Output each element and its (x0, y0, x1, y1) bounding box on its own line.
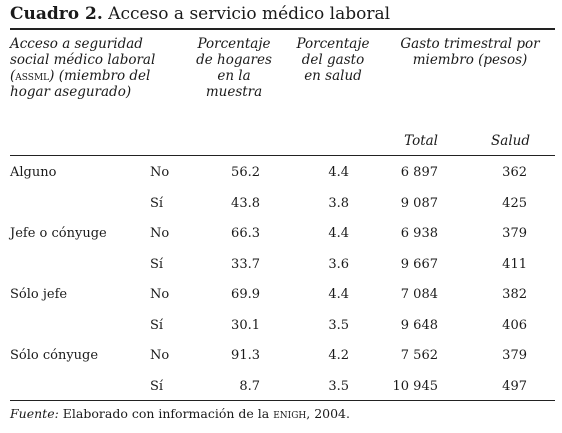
cell-pct-hogares: 56.2 (231, 165, 260, 180)
cell-salud: 379 (502, 226, 527, 241)
cell-total: 10 945 (392, 379, 439, 394)
cell-group: Alguno (10, 165, 57, 180)
cell-pct-gasto: 4.2 (328, 348, 349, 363)
header-pct-hogares: Porcentaje de hogares en la muestra (196, 36, 272, 100)
cell-pct-gasto: 3.8 (328, 196, 349, 211)
top-rule (10, 28, 555, 30)
cell-pct-gasto: 4.4 (328, 226, 349, 241)
cell-total: 7 562 (400, 348, 438, 363)
cell-answer: Sí (150, 318, 164, 333)
cell-pct-hogares: 30.1 (231, 318, 260, 333)
cell-salud: 497 (502, 379, 527, 394)
cell-total: 9 667 (400, 257, 438, 272)
cell-answer: No (150, 165, 170, 180)
cell-salud: 406 (502, 318, 527, 333)
cell-pct-hogares: 8.7 (239, 379, 260, 394)
cell-total: 9 087 (400, 196, 438, 211)
header-gasto-trimestral: Gasto trimestral por miembro (pesos) (400, 36, 540, 68)
cell-pct-hogares: 66.3 (231, 226, 260, 241)
cell-group: Sólo cónyuge (10, 348, 99, 363)
table-caption: Acceso a servicio médico laboral (108, 4, 391, 24)
cell-answer: Sí (150, 257, 164, 272)
cell-pct-hogares: 33.7 (231, 257, 260, 272)
cell-pct-hogares: 91.3 (231, 348, 260, 363)
bottom-rule (10, 400, 555, 401)
cell-group: Sólo jefe (10, 287, 68, 302)
cell-total: 7 084 (400, 287, 438, 302)
cell-salud: 379 (502, 348, 527, 363)
cell-answer: No (150, 287, 170, 302)
cell-total: 9 648 (400, 318, 438, 333)
cell-pct-gasto: 3.6 (328, 257, 349, 272)
cell-total: 6 897 (400, 165, 438, 180)
header-salud: Salud (491, 133, 530, 149)
cell-salud: 411 (502, 257, 527, 272)
cell-answer: No (150, 226, 170, 241)
cell-answer: No (150, 348, 170, 363)
cell-group: Jefe o cónyuge (10, 226, 107, 241)
cell-answer: Sí (150, 196, 164, 211)
cell-pct-gasto: 3.5 (328, 379, 349, 394)
cell-pct-gasto: 4.4 (328, 165, 349, 180)
header-total: Total (404, 133, 438, 149)
cell-salud: 362 (502, 165, 527, 180)
cell-total: 6 938 (400, 226, 438, 241)
header-rule (10, 155, 555, 156)
cell-pct-gasto: 3.5 (328, 318, 349, 333)
table-footer: Fuente: Elaborado con información de la … (10, 406, 350, 421)
cell-pct-hogares: 43.8 (231, 196, 260, 211)
table-title: Cuadro 2. Acceso a servicio médico labor… (10, 4, 390, 24)
table-number: Cuadro 2. (10, 4, 103, 24)
cell-salud: 425 (502, 196, 527, 211)
cell-salud: 382 (502, 287, 527, 302)
cell-pct-hogares: 69.9 (231, 287, 260, 302)
footer-label: Fuente: (10, 406, 59, 421)
cell-answer: Sí (150, 379, 164, 394)
header-pct-gasto: Porcentaje del gasto en salud (296, 36, 370, 84)
cell-pct-gasto: 4.4 (328, 287, 349, 302)
header-access: Acceso a seguridad social médico laboral… (10, 36, 156, 100)
